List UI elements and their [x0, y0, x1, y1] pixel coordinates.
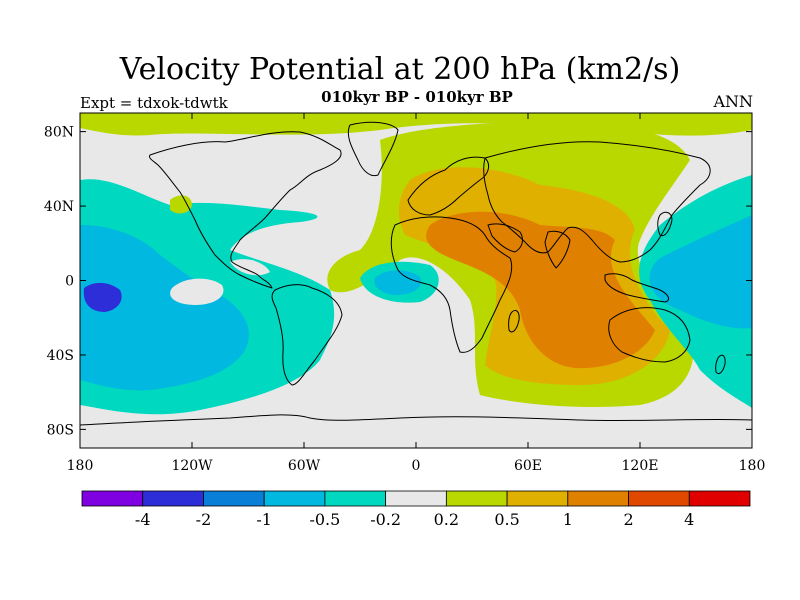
coast-australia: [608, 307, 691, 363]
plot-subtitle: 010kyr BP - 010kyr BP: [321, 88, 513, 106]
coast-north-america: [149, 131, 342, 289]
y-tick-label: 80S: [47, 422, 74, 438]
contour-atlantic-neg-one: [374, 270, 422, 295]
map-area: [80, 113, 752, 448]
coast-india: [544, 230, 571, 269]
colorbar-label: -2: [196, 510, 212, 529]
experiment-label: Expt = tdxok-tdwtk: [80, 94, 228, 112]
contour-west-pacific-neg-one: [649, 215, 752, 329]
x-tick-label: 60E: [514, 458, 542, 474]
colorbar-swatch: [567, 490, 629, 507]
colorbar-swatch: [628, 490, 690, 507]
colorbar-swatch: [81, 490, 144, 507]
coast-arabia: [487, 223, 523, 253]
coast-japan: [657, 211, 673, 237]
y-tick-label: 80N: [44, 125, 74, 141]
contour-pacific-neg-one: [80, 225, 249, 391]
x-axis: 180 120W 60W 0 60E 120E 180: [67, 113, 766, 474]
colorbar-swatch: [445, 490, 508, 507]
x-tick-label: 120W: [171, 458, 213, 474]
colorbar-label: -0.5: [309, 510, 340, 529]
colorbar-swatch: [506, 490, 569, 507]
y-axis: 80N 40N 0 40S 80S: [44, 125, 752, 438]
colorbar-label: 4: [684, 510, 694, 529]
field-contours: [80, 113, 752, 415]
colorbar-swatch: [142, 490, 204, 507]
contour-pacific-neg-two: [83, 282, 122, 312]
y-tick-label: 0: [65, 274, 74, 290]
coast-asia: [483, 141, 711, 263]
colorbar-swatch: [324, 490, 387, 507]
colorbar-swatch: [688, 490, 751, 507]
coast-south-america: [271, 284, 343, 386]
x-tick-label: 0: [412, 458, 421, 474]
x-tick-label: 180: [739, 458, 766, 474]
coast-africa: [390, 216, 513, 353]
season-label: ANN: [713, 92, 753, 111]
y-tick-label: 40S: [47, 348, 74, 364]
x-tick-label: 60W: [288, 458, 321, 474]
colorbar-label: 2: [623, 510, 633, 529]
coast-europe: [407, 156, 490, 216]
coast-greenland: [347, 121, 399, 177]
colorbar-label: 1: [563, 510, 573, 529]
colorbar-label: -4: [135, 510, 151, 529]
contour-eastern-two: [426, 211, 655, 369]
contour-pacific-near-zero: [170, 278, 224, 305]
colorbar-label: 0.2: [434, 510, 459, 529]
coast-antarctica: [80, 414, 752, 426]
coast-new-zealand: [715, 354, 726, 375]
contour-dateline-pocket: [80, 240, 93, 264]
coast-indonesia: [604, 273, 670, 303]
coastlines: [80, 121, 752, 426]
contour-east-pacific-gap: [230, 259, 270, 276]
colorbar-label: -1: [256, 510, 272, 529]
colorbar-swatch: [385, 490, 447, 507]
coast-madagascar: [508, 309, 520, 333]
colorbar-label: 0.5: [494, 510, 519, 529]
colorbar: -4 -2 -1 -0.5 -0.2 0.2 0.5 1 2 4: [81, 490, 751, 529]
x-tick-label: 180: [67, 458, 94, 474]
colorbar-swatch: [263, 490, 326, 507]
contour-north-polar: [80, 113, 752, 136]
colorbar-swatch: [203, 490, 265, 507]
plot-title: Velocity Potential at 200 hPa (km2/s): [119, 52, 681, 87]
colorbar-label: -0.2: [370, 510, 401, 529]
x-tick-label: 120E: [622, 458, 659, 474]
contour-north-pacific-pos: [170, 195, 192, 214]
y-tick-label: 40N: [44, 199, 74, 215]
